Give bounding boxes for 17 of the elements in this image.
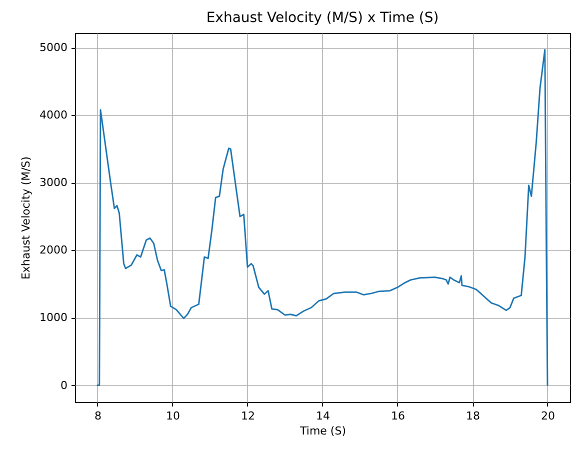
x-tick-label: 10: [166, 410, 180, 422]
x-tick-label: 14: [316, 410, 330, 422]
y-tick-label: 2000: [40, 244, 68, 257]
x-tick-label: 16: [391, 410, 405, 422]
y-axis-title: Exhaust Velocity (M/S): [20, 156, 33, 280]
x-axis-title: Time (S): [299, 424, 346, 438]
x-tick-label: 12: [241, 410, 255, 422]
line-series: [96, 48, 548, 386]
chart-title: Exhaust Velocity (M/S) x Time (S): [206, 10, 439, 26]
y-tick-label: 5000: [40, 41, 68, 54]
y-tick-label: 0: [60, 378, 68, 392]
x-tick-label: 20: [541, 410, 555, 422]
y-tick-label: 3000: [40, 176, 68, 190]
y-tick-label: 4000: [40, 108, 68, 122]
x-tick-label: 18: [466, 410, 480, 422]
y-tick-label: 1000: [40, 311, 68, 324]
x-tick-label: 8: [94, 410, 102, 422]
